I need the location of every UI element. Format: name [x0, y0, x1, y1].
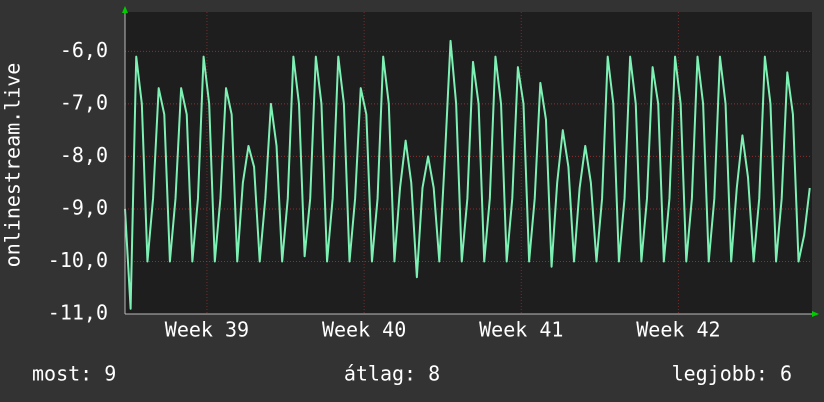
axis-arrow — [122, 6, 128, 13]
x-tick-label: Week 40 — [322, 318, 406, 342]
footer-average: átlag: 8 — [344, 362, 440, 386]
x-tick-label: Week 39 — [165, 318, 249, 342]
series-line — [124, 39, 811, 310]
marks — [124, 39, 811, 310]
x-tick-label: Week 41 — [479, 318, 563, 342]
y-tick-label: -8,0 — [60, 143, 108, 167]
y-tick-label: -11,0 — [48, 301, 108, 325]
y-axis-title: onlinestream.live — [1, 63, 25, 268]
y-tick-label: -7,0 — [60, 90, 108, 114]
y-tick-label: -9,0 — [60, 195, 108, 219]
footer-current: most: 9 — [32, 362, 116, 386]
footer-best: legjobb: 6 — [672, 362, 792, 386]
y-tick-label: -10,0 — [48, 248, 108, 272]
x-tick-label: Week 42 — [636, 318, 720, 342]
y-tick-label: -6,0 — [60, 38, 108, 62]
axis-arrow — [812, 311, 819, 317]
